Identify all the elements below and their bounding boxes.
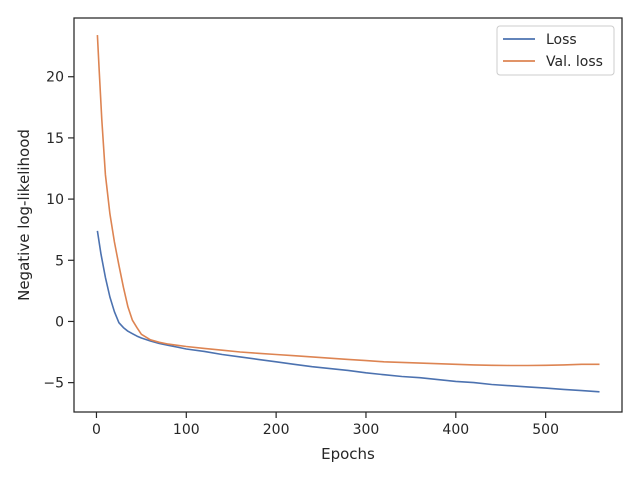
y-tick-label: 0 bbox=[55, 314, 64, 330]
y-tick-label: −5 bbox=[43, 376, 64, 392]
series-lines bbox=[96, 35, 600, 393]
x-tick-label: 0 bbox=[92, 422, 101, 438]
x-tick-label: 200 bbox=[263, 422, 290, 438]
x-axis: 0 100 200 300 400 500 bbox=[92, 412, 559, 438]
legend-label-0: Loss bbox=[546, 32, 577, 48]
legend: Loss Val. loss bbox=[496, 25, 615, 76]
y-axis-label: Negative log-likelihood bbox=[15, 129, 33, 301]
y-tick-label: 15 bbox=[46, 131, 64, 147]
x-tick-label: 400 bbox=[442, 422, 469, 438]
series-line-0 bbox=[96, 230, 600, 393]
y-tick-label: 20 bbox=[46, 70, 64, 86]
legend-label-1: Val. loss bbox=[546, 54, 603, 70]
y-tick-label: 10 bbox=[46, 192, 64, 208]
series-line-1 bbox=[96, 35, 600, 367]
y-axis: −5 0 5 10 15 20 bbox=[43, 70, 74, 392]
x-tick-label: 300 bbox=[353, 422, 380, 438]
plot-frame bbox=[73, 17, 623, 413]
x-tick-label: 100 bbox=[173, 422, 200, 438]
x-tick-label: 500 bbox=[532, 422, 559, 438]
y-tick-label: 5 bbox=[55, 253, 64, 269]
x-axis-label: Epochs bbox=[321, 445, 375, 463]
